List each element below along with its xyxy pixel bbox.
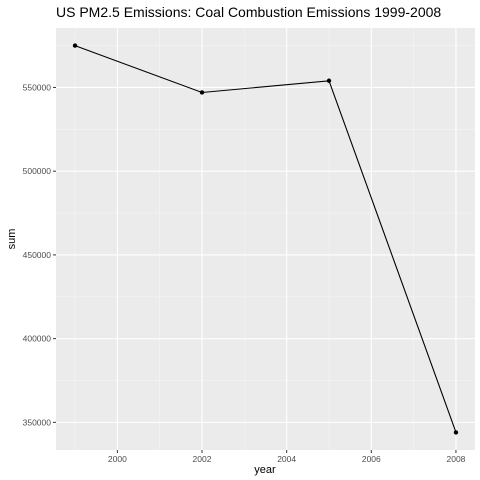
y-axis-ticks: 350000 400000 450000 500000 550000 <box>23 82 56 427</box>
plot-panel <box>56 28 475 450</box>
data-point <box>72 43 78 48</box>
data-point <box>199 90 205 95</box>
y-tick-label: 350000 <box>23 417 52 427</box>
data-point <box>453 430 459 435</box>
x-tick-label: 2008 <box>446 454 465 464</box>
series-line <box>74 45 457 433</box>
chart-title: US PM2.5 Emissions: Coal Combustion Emis… <box>56 4 441 20</box>
x-axis-title: year <box>254 464 276 476</box>
y-tick-label: 450000 <box>23 250 52 260</box>
y-tick-label: 550000 <box>23 82 52 92</box>
x-tick-label: 2000 <box>108 454 127 464</box>
x-tick-label: 2006 <box>362 454 381 464</box>
series-group <box>72 43 459 435</box>
y-tick-label: 400000 <box>23 334 52 344</box>
y-axis-title: sum <box>6 229 18 250</box>
major-gridlines <box>56 28 475 450</box>
data-point <box>326 78 332 83</box>
x-tick-label: 2004 <box>277 454 296 464</box>
minor-gridlines <box>56 28 475 450</box>
x-tick-label: 2002 <box>193 454 212 464</box>
y-tick-label: 500000 <box>23 166 52 176</box>
x-axis-ticks: 2000 2002 2004 2006 2008 <box>108 450 466 464</box>
